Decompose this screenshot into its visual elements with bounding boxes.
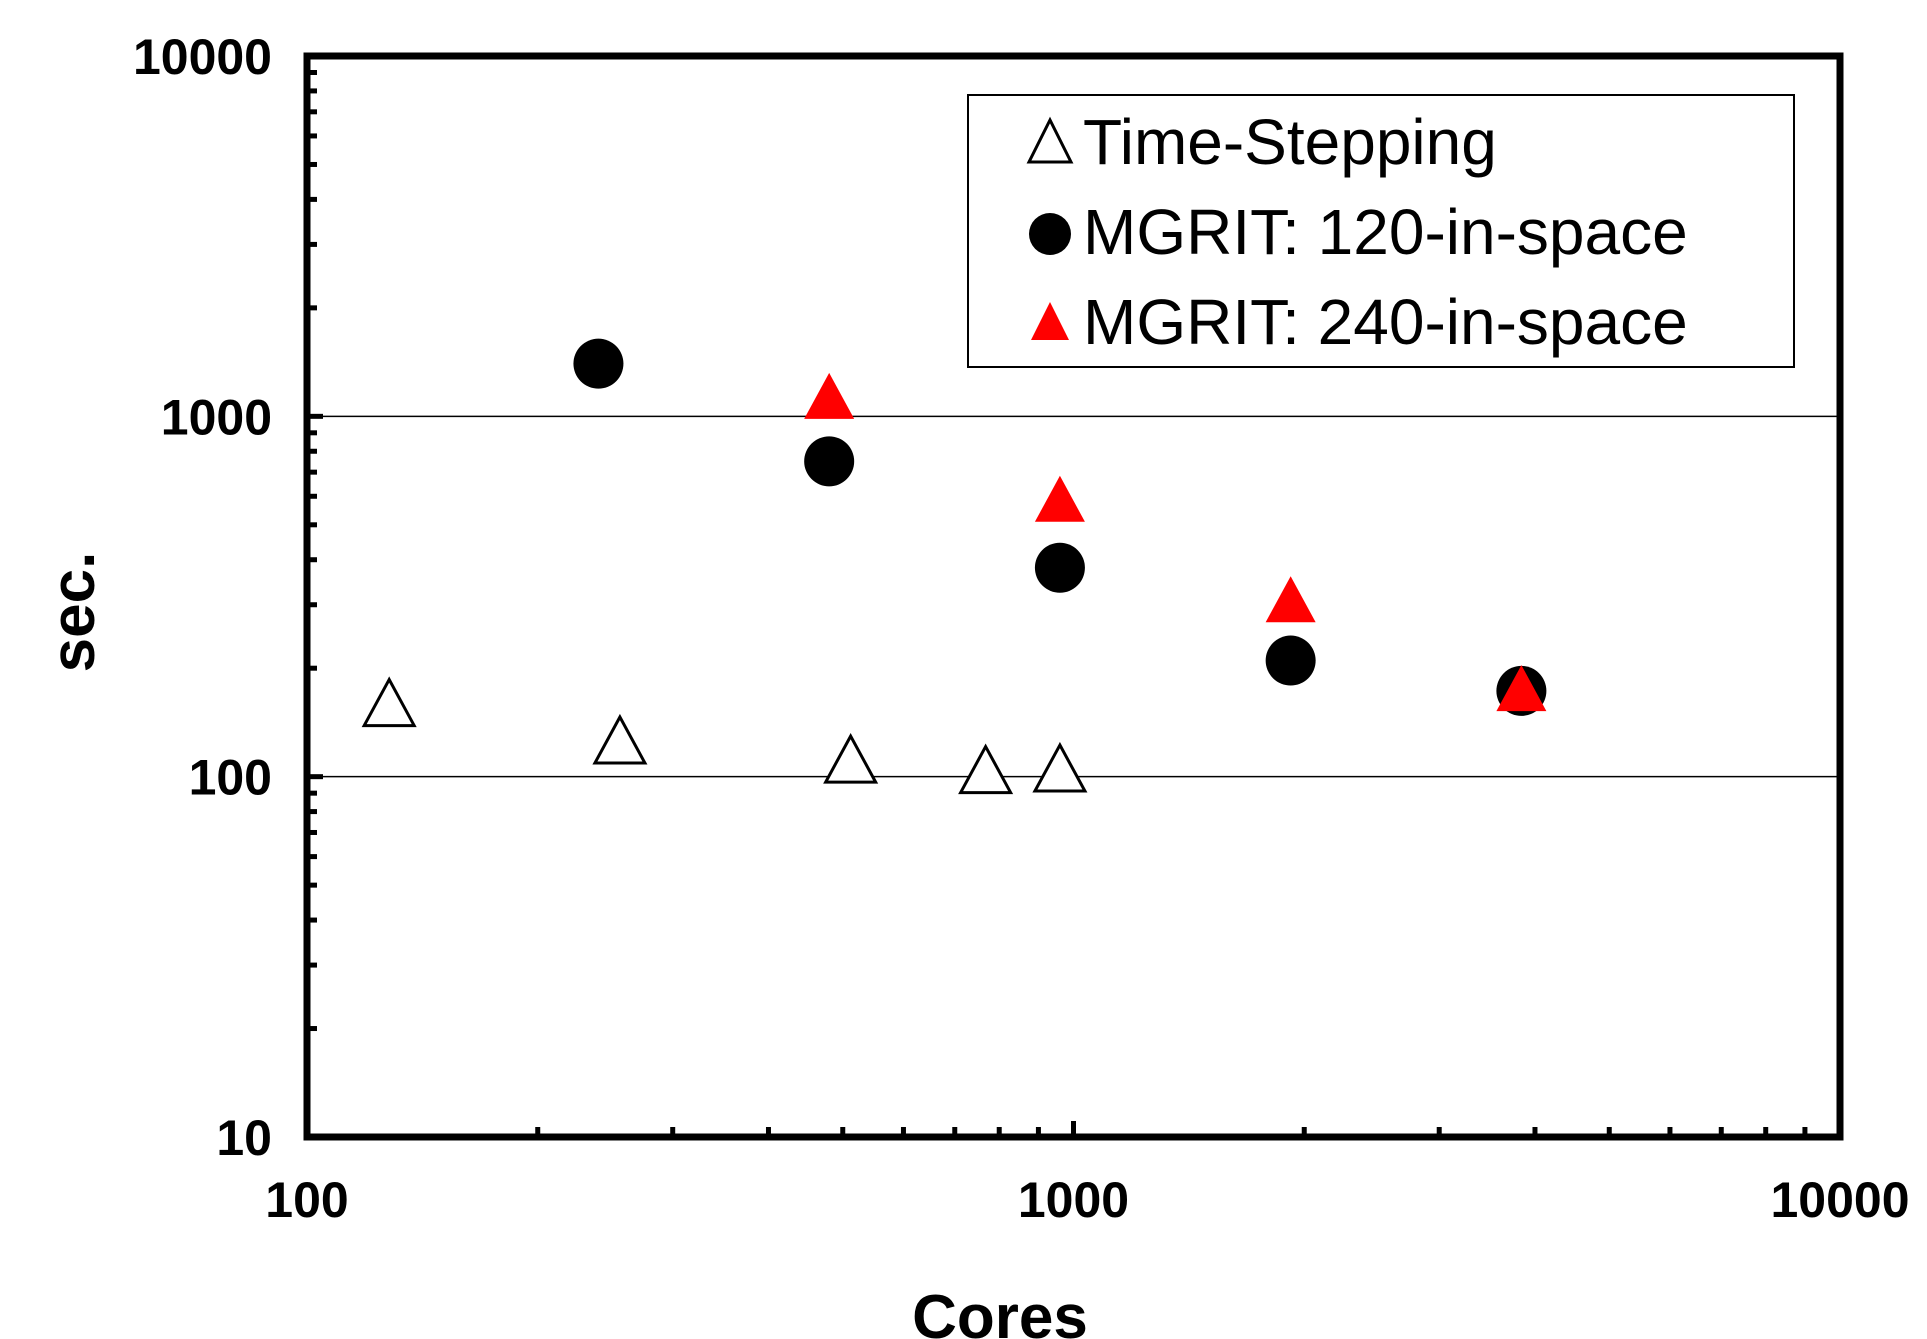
y-tick-label: 10000 [133, 29, 272, 85]
data-point [958, 743, 1014, 795]
tick-labels: 10 100 1000 10000 100 1000 10000 [133, 29, 1910, 1228]
data-point [1265, 576, 1316, 623]
legend-label: Time-Stepping [1083, 106, 1497, 178]
data-point [804, 436, 855, 487]
data-points [361, 338, 1547, 795]
data-point [592, 713, 648, 765]
y-axis-title: sec. [39, 552, 108, 673]
data-point [823, 732, 879, 784]
data-point [1034, 542, 1085, 593]
data-point [804, 372, 855, 419]
data-point [361, 676, 417, 728]
y-tick-label: 100 [189, 750, 272, 806]
data-point [573, 338, 624, 389]
legend-label: MGRIT: 240-in-space [1083, 286, 1688, 358]
y-tick-label: 1000 [161, 389, 272, 445]
legend-marker [1029, 213, 1071, 255]
legend: Time-Stepping MGRIT: 120-in-space MGRIT: 2… [967, 94, 1795, 368]
y-tick-label: 10 [216, 1110, 272, 1166]
x-tick-label: 100 [265, 1172, 348, 1228]
plot-area-frame [303, 52, 1844, 1141]
data-point [1265, 635, 1316, 686]
data-point [1496, 665, 1547, 712]
x-axis-title: Cores [912, 1283, 1088, 1339]
data-point [1032, 741, 1088, 793]
x-tick-label: 10000 [1770, 1172, 1909, 1228]
legend-marker [1031, 302, 1069, 340]
legend-marker [1026, 116, 1074, 164]
legend-label: MGRIT: 120-in-space [1083, 196, 1688, 268]
x-tick-label: 1000 [1018, 1172, 1129, 1228]
data-point [1034, 475, 1085, 522]
legend-box [967, 94, 1795, 368]
